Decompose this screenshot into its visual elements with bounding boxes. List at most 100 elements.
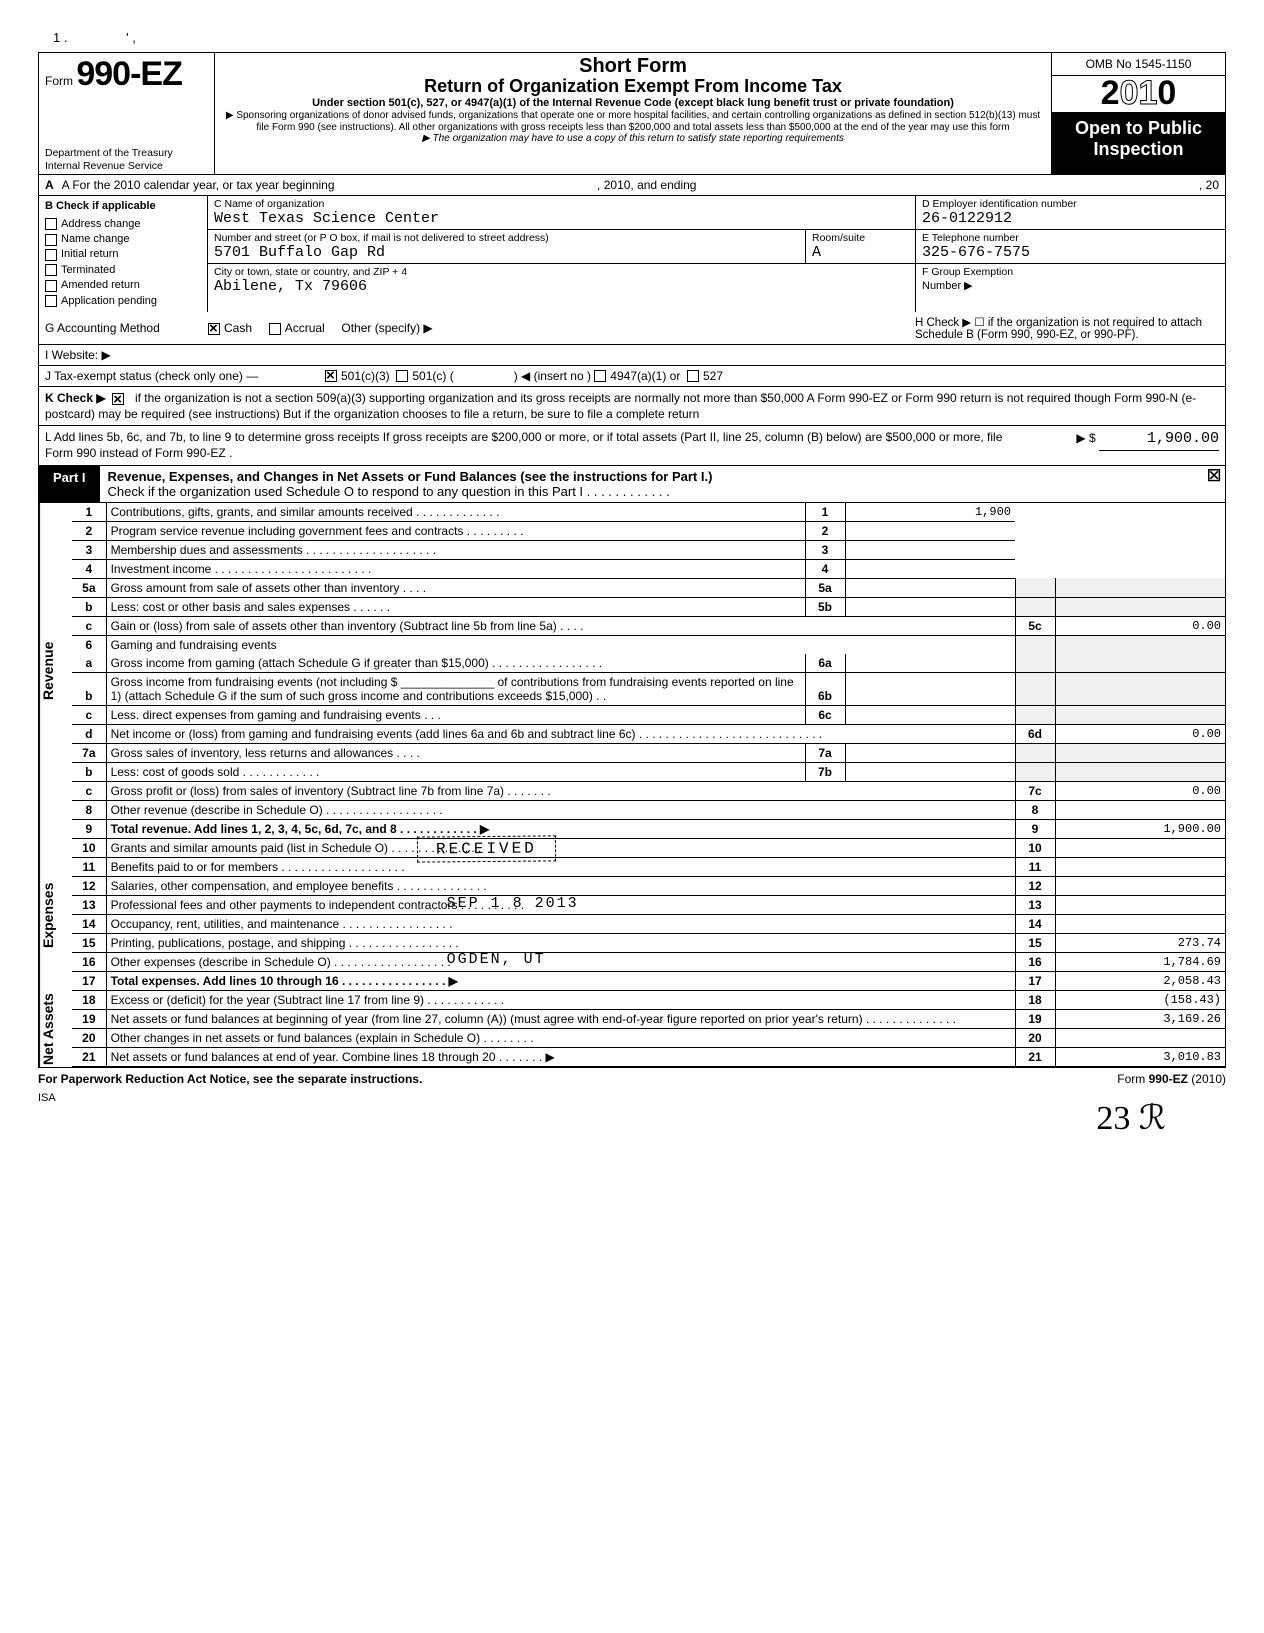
a-mid: , 2010, and ending [335, 178, 959, 192]
chk-address[interactable] [45, 218, 57, 230]
d14: Occupancy, rent, utilities, and maintena… [106, 914, 1015, 933]
n9: 9 [72, 819, 106, 838]
no4: 4 [805, 559, 845, 578]
l-arrow: ▶ $ [1076, 431, 1095, 445]
n13: 13 [72, 895, 106, 914]
a20 [1055, 1028, 1225, 1047]
chk-amended[interactable] [45, 280, 57, 292]
b-label: B Check if applicable [45, 200, 156, 212]
d-tel-lbl: E Telephone number [922, 232, 1219, 244]
d18: Excess or (deficit) for the year (Subtra… [106, 991, 1015, 1010]
g-lbl: G Accounting Method [45, 321, 208, 335]
sa7b [845, 762, 1015, 781]
chk-4947[interactable] [594, 370, 606, 382]
b-item-1: Name change [61, 232, 130, 247]
n17: 17 [72, 971, 106, 990]
no17: 17 [1015, 971, 1055, 990]
omb-number: OMB No 1545-1150 [1052, 53, 1225, 76]
d-ein-lbl: D Employer identification number [922, 198, 1219, 210]
a10 [1055, 839, 1225, 858]
page-footer: For Paperwork Reduction Act Notice, see … [38, 1072, 1226, 1086]
row-j: J Tax-exempt status (check only one) — 5… [39, 366, 1225, 387]
n21: 21 [72, 1047, 106, 1066]
sha6b [1055, 672, 1225, 705]
i-lbl: I Website: ▶ [45, 348, 208, 362]
no2: 2 [805, 521, 845, 540]
d7a: Gross sales of inventory, less returns a… [106, 743, 805, 762]
open-to-public: Open to Public Inspection [1052, 112, 1225, 174]
chk-name[interactable] [45, 234, 57, 246]
d15: Printing, publications, postage, and shi… [106, 933, 1015, 952]
sha5a [1055, 578, 1225, 597]
info-block: A A For the 2010 calendar year, or tax y… [38, 174, 1226, 1067]
no11: 11 [1015, 857, 1055, 876]
c-room-lbl: Room/suite [812, 232, 909, 244]
a-end: , 20 [959, 178, 1219, 192]
open-line1: Open to Public [1056, 118, 1221, 139]
sa5a [845, 578, 1015, 597]
d6: Gaming and fundraising events [106, 635, 1015, 654]
d6c: Less. direct expenses from gaming and fu… [106, 705, 805, 724]
j-b: 501(c) ( [412, 369, 453, 383]
n6d: d [72, 724, 106, 743]
stamp-received: RECEIVED [416, 835, 555, 862]
n19: 19 [72, 1009, 106, 1028]
chk-501c3[interactable] [325, 370, 337, 382]
form-label: Form [45, 74, 73, 88]
part1-check[interactable]: ☒ [1203, 466, 1225, 502]
k-text: if the organization is not a section 509… [45, 391, 1196, 421]
year-2: 2 [1101, 74, 1120, 112]
no18: 18 [1015, 991, 1055, 1010]
d-ein: 26-0122912 [922, 210, 1012, 227]
mark-a: 1 . [53, 30, 67, 45]
d7b: Less: cost of goods sold . . . . . . . .… [106, 762, 805, 781]
d-tel: 325-676-7575 [922, 244, 1030, 261]
a9: 1,900.00 [1055, 819, 1225, 838]
sh7b [1015, 762, 1055, 781]
sh7a [1015, 743, 1055, 762]
chk-cash[interactable] [208, 323, 220, 335]
no16: 16 [1015, 952, 1055, 971]
chk-terminated[interactable] [45, 264, 57, 276]
vside-expenses: Expenses [39, 839, 72, 991]
b-item-0: Address change [61, 217, 141, 232]
header-mid: Short Form Return of Organization Exempt… [215, 52, 1051, 174]
a12 [1055, 876, 1225, 895]
chk-pending[interactable] [45, 295, 57, 307]
dept-irs: Internal Revenue Service [45, 160, 208, 173]
sa6a [845, 654, 1015, 673]
chk-k[interactable] [112, 393, 124, 405]
tax-year: 2010 [1052, 76, 1225, 112]
sn6c: 6c [805, 705, 845, 724]
n5a: 5a [72, 578, 106, 597]
a5c: 0.00 [1055, 616, 1225, 635]
chk-accrual[interactable] [269, 323, 281, 335]
c-city-lbl: City or town, state or country, and ZIP … [214, 266, 909, 278]
sn6a: 6a [805, 654, 845, 673]
n7b: b [72, 762, 106, 781]
sa5b [845, 597, 1015, 616]
chk-527[interactable] [687, 370, 699, 382]
no21: 21 [1015, 1047, 1055, 1066]
chk-initial[interactable] [45, 249, 57, 261]
n6: 6 [72, 635, 106, 654]
n1: 1 [72, 503, 106, 522]
d5c: Gain or (loss) from sale of assets other… [106, 616, 1015, 635]
j-d: 4947(a)(1) or [610, 369, 680, 383]
handwritten-signature: 23 ℛ [38, 1098, 1226, 1138]
a7c: 0.00 [1055, 781, 1225, 800]
l-amt: 1,900.00 [1099, 429, 1219, 450]
stamp-ogden: OGDEN, UT [447, 951, 546, 968]
header-right: OMB No 1545-1150 2010 Open to Public Ins… [1051, 52, 1226, 174]
title-short-form: Short Form [225, 55, 1041, 78]
chk-501c[interactable] [396, 370, 408, 382]
title-return: Return of Organization Exempt From Incom… [225, 76, 1041, 97]
a18: (158.43) [1055, 991, 1225, 1010]
l-text: L Add lines 5b, 6c, and 7b, to line 9 to… [45, 430, 1002, 460]
c-name: West Texas Science Center [214, 210, 439, 227]
part1-check-line: Check if the organization used Schedule … [108, 484, 670, 499]
sn5a: 5a [805, 578, 845, 597]
a19: 3,169.26 [1055, 1009, 1225, 1028]
n6b: b [72, 672, 106, 705]
b-item-2: Initial return [61, 247, 118, 262]
